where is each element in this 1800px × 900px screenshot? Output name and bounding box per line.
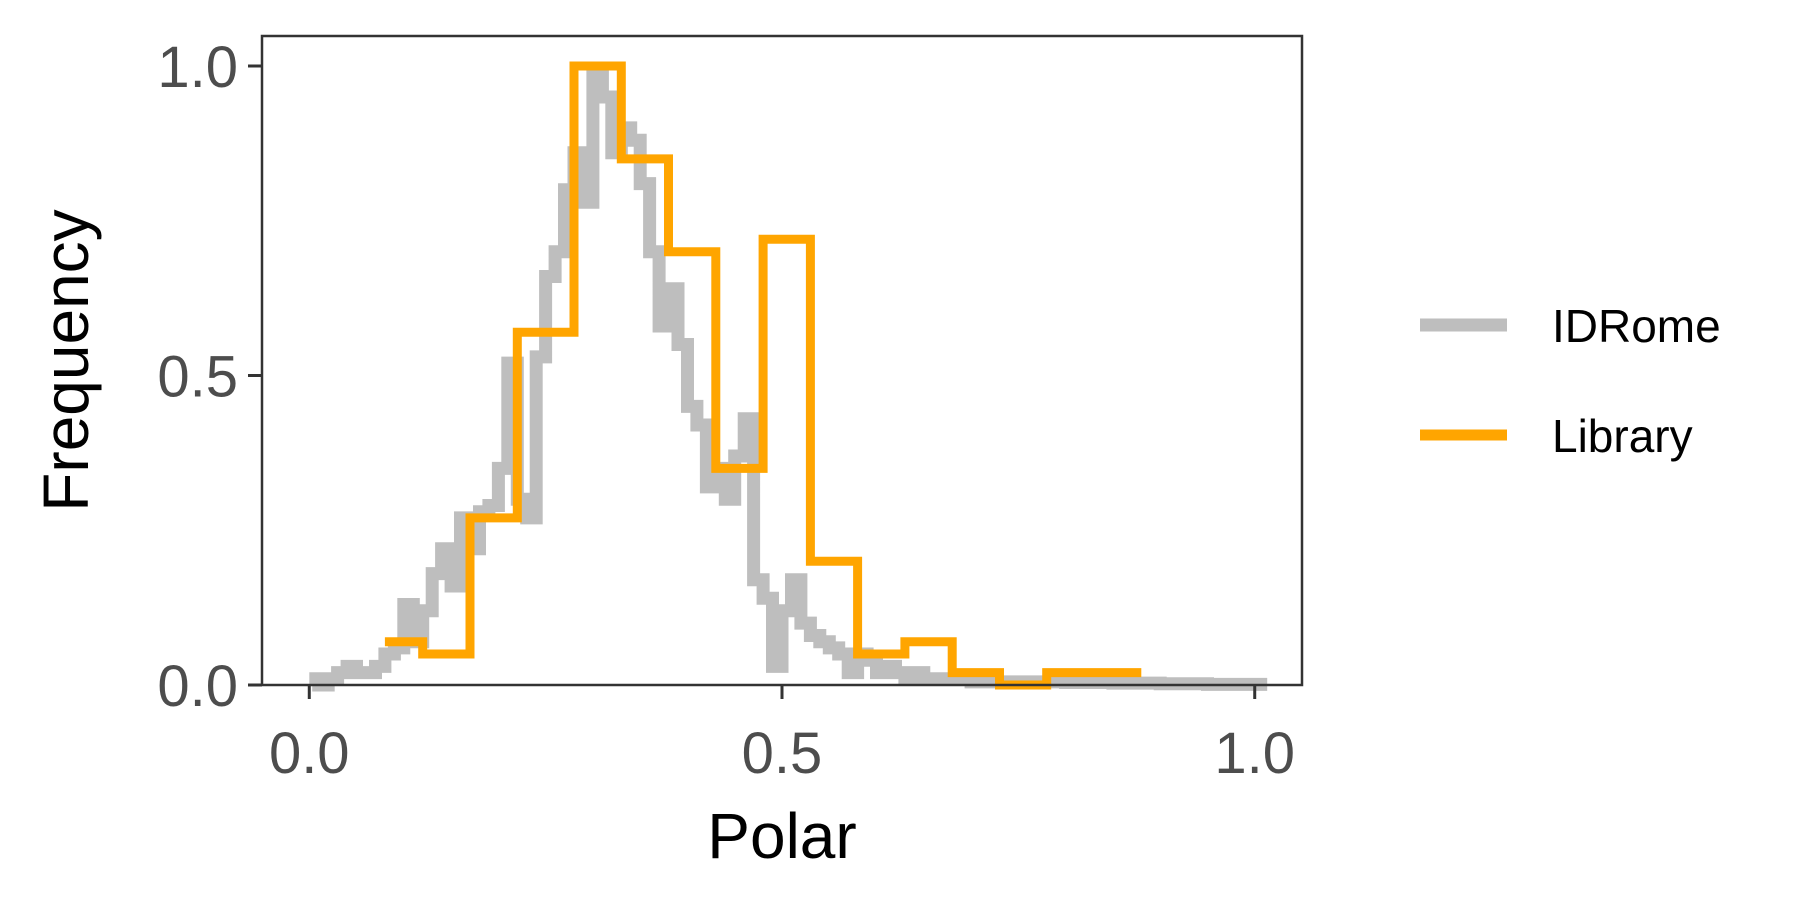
legend-label-idrome: IDRome [1552,300,1721,352]
y-tick-label: 0.5 [157,345,238,410]
x-tick-label: 0.0 [269,721,350,786]
series-line-library [384,61,1142,690]
y-axis-title: Frequency [30,209,102,511]
y-tick-label: 0.0 [157,654,238,719]
series-line-idrome [309,65,1268,692]
x-tick-label: 1.0 [1214,721,1295,786]
legend: IDRome Library [1420,300,1721,462]
legend-label-library: Library [1552,410,1693,462]
plot-lines [309,61,1268,692]
y-tick-label: 1.0 [157,35,238,100]
x-tick-label: 0.5 [742,721,823,786]
x-axis-title: Polar [707,800,856,872]
plot-frame [260,34,1304,687]
y-axis-ticks: 0.0 0.5 1.0 [157,35,262,719]
x-axis-ticks: 0.0 0.5 1.0 [269,685,1295,786]
